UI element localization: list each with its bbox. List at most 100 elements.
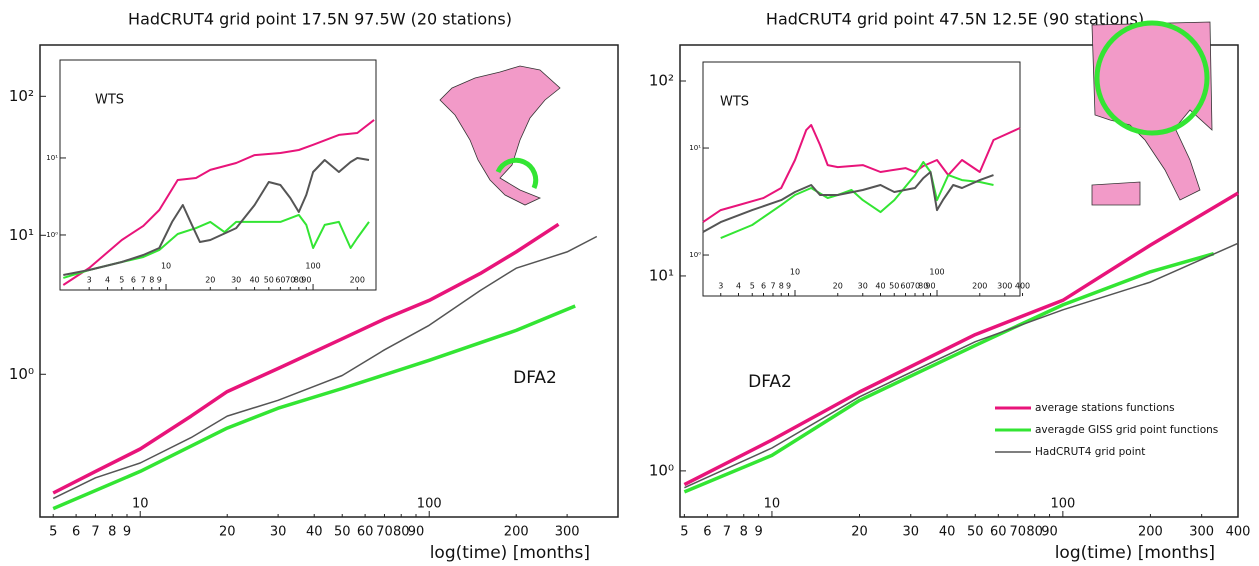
- series-line: [684, 242, 1239, 489]
- x-tick-label: 90: [1041, 525, 1058, 540]
- x-tick-label: 90: [925, 282, 935, 291]
- x-tick-label: 8: [108, 525, 116, 540]
- x-tick-label: 100: [305, 262, 320, 271]
- x-tick-label: 200: [350, 276, 365, 285]
- series-line: [52, 304, 576, 511]
- y-tick-label: 10¹: [689, 144, 701, 152]
- map-circle: [1094, 20, 1210, 136]
- chart-title: HadCRUT4 grid point 17.5N 97.5W (20 stat…: [128, 10, 512, 29]
- x-tick-label: 80: [294, 276, 304, 285]
- x-tick-label: 30: [231, 276, 241, 285]
- x-tick-label: 70: [285, 276, 295, 285]
- y-tick-label: 10⁰: [9, 365, 34, 383]
- x-tick-label: 6: [703, 525, 711, 540]
- x-tick-label: 50: [889, 282, 899, 291]
- y-tick-label: 10⁰: [46, 231, 58, 239]
- x-tick-label: 40: [249, 276, 259, 285]
- x-tick-label: 7: [723, 525, 731, 540]
- x-tick-label: 90: [408, 525, 425, 540]
- x-tick-label: 30: [902, 525, 919, 540]
- x-tick-label: 10: [132, 497, 149, 512]
- x-tick-label: 7: [770, 282, 775, 291]
- x-tick-label: 6: [761, 282, 766, 291]
- x-tick-label: 70: [1010, 525, 1027, 540]
- x-tick-label: 400: [1015, 282, 1030, 291]
- series-line: [702, 124, 1021, 223]
- x-axis-label: log(time) [months]: [1055, 543, 1215, 563]
- x-tick-label: 100: [1050, 497, 1075, 512]
- x-tick-label: 50: [264, 276, 274, 285]
- map-land: [1091, 181, 1141, 206]
- x-tick-label: 60: [275, 276, 285, 285]
- x-tick-label: 80: [918, 282, 928, 291]
- x-tick-label: 40: [875, 282, 885, 291]
- chart-title: HadCRUT4 grid point 47.5N 12.5E (90 stat…: [766, 10, 1144, 29]
- series-line: [683, 191, 1239, 487]
- series-line: [62, 119, 375, 286]
- legend-label: average stations functions: [1035, 402, 1175, 414]
- x-tick-label: 4: [105, 276, 110, 285]
- x-tick-label: 70: [376, 525, 393, 540]
- x-tick-label: 50: [334, 525, 351, 540]
- x-tick-label: 200: [972, 282, 987, 291]
- x-tick-label: 90: [301, 276, 311, 285]
- x-tick-label: 10: [764, 497, 781, 512]
- x-tick-label: 5: [49, 525, 57, 540]
- series-line: [52, 222, 560, 495]
- y-tick-label: 10²: [9, 87, 34, 105]
- x-tick-label: 100: [929, 268, 944, 277]
- map-north-america: [439, 65, 561, 206]
- y-tick-label: 10¹: [9, 226, 34, 244]
- x-tick-label: 3: [718, 282, 723, 291]
- series-line: [720, 161, 994, 240]
- x-tick-label: 5: [680, 525, 688, 540]
- x-tick-label: 6: [72, 525, 80, 540]
- x-tick-label: 30: [270, 525, 287, 540]
- x-tick-label: 5: [119, 276, 124, 285]
- x-tick-label: 40: [939, 525, 956, 540]
- x-tick-label: 4: [736, 282, 741, 291]
- x-tick-label: 80: [393, 525, 410, 540]
- annotation: DFA2: [513, 368, 557, 388]
- x-tick-label: 9: [754, 525, 762, 540]
- x-tick-label: 3: [87, 276, 92, 285]
- y-tick-label: 10⁰: [689, 251, 701, 259]
- x-tick-label: 20: [833, 282, 843, 291]
- x-tick-label: 10: [161, 262, 171, 271]
- x-tick-label: 100: [417, 497, 442, 512]
- x-tick-label: 300: [1189, 525, 1214, 540]
- map-land: [439, 65, 561, 206]
- x-tick-label: 20: [205, 276, 215, 285]
- map-italy: [1091, 20, 1213, 206]
- x-tick-label: 8: [779, 282, 784, 291]
- inset-label: WTS: [720, 95, 749, 110]
- x-tick-label: 70: [910, 282, 920, 291]
- x-tick-label: 10: [790, 268, 800, 277]
- inset-label: WTS: [95, 93, 124, 108]
- x-tick-label: 60: [990, 525, 1007, 540]
- x-tick-label: 9: [157, 276, 162, 285]
- y-tick-label: 10¹: [46, 154, 58, 162]
- x-tick-label: 20: [219, 525, 236, 540]
- y-tick-label: 10¹: [649, 266, 674, 284]
- x-tick-label: 300: [997, 282, 1012, 291]
- x-tick-label: 200: [504, 525, 529, 540]
- y-tick-label: 10⁰: [649, 461, 674, 479]
- x-tick-label: 6: [131, 276, 136, 285]
- legend-label: HadCRUT4 grid point: [1035, 446, 1145, 458]
- x-tick-label: 9: [123, 525, 131, 540]
- x-tick-label: 7: [91, 525, 99, 540]
- map-circle: [495, 157, 539, 190]
- inset-frame: [59, 59, 377, 291]
- x-tick-label: 9: [786, 282, 791, 291]
- x-tick-label: 7: [141, 276, 146, 285]
- x-tick-label: 200: [1138, 525, 1163, 540]
- x-tick-label: 40: [306, 525, 323, 540]
- x-tick-label: 400: [1226, 525, 1251, 540]
- inset-frame: [702, 61, 1021, 297]
- x-axis-label: log(time) [months]: [430, 543, 590, 563]
- x-tick-label: 8: [149, 276, 154, 285]
- annotation: DFA2: [748, 372, 792, 392]
